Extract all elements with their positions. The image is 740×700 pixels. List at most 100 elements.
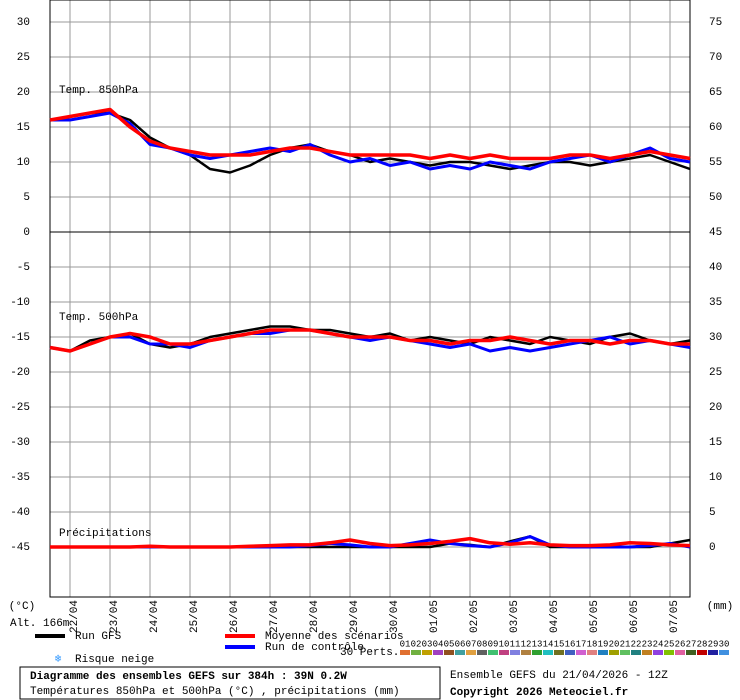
perturbation-label: 09 [488, 639, 499, 649]
perturbation-swatch [488, 650, 498, 655]
perturbation-label: 20 [609, 639, 620, 649]
perturbation-swatch [609, 650, 619, 655]
perturbation-label: 22 [631, 639, 642, 649]
left-unit: (°C) [9, 601, 35, 613]
y2-tick-label: 50 [709, 192, 722, 204]
perturbation-label: 23 [642, 639, 653, 649]
x-tick-label: 27/04 [269, 600, 281, 633]
y-tick-label: 25 [17, 52, 30, 64]
perturbation-label: 10 [499, 639, 510, 649]
perturbation-swatch [466, 650, 476, 655]
legend-label: Run de contrôle [265, 642, 364, 654]
y2-tick-label: 75 [709, 17, 722, 29]
y2-tick-label: 65 [709, 87, 722, 99]
y2-tick-label: 25 [709, 367, 722, 379]
y-tick-label: -35 [10, 472, 30, 484]
perturbation-swatch [675, 650, 685, 655]
perturbation-swatch [686, 650, 696, 655]
y-tick-label: 0 [23, 227, 30, 239]
perturbation-swatch [521, 650, 531, 655]
perturbation-label: 07 [466, 639, 477, 649]
x-tick-label: 28/04 [309, 600, 321, 633]
x-tick-label: 06/05 [629, 600, 641, 633]
perturbation-swatch [631, 650, 641, 655]
perturbation-swatch [543, 650, 553, 655]
y2-tick-label: 55 [709, 157, 722, 169]
y-tick-label: -25 [10, 402, 30, 414]
series-line [49, 107, 691, 161]
footer-box [19, 666, 441, 700]
perturbation-swatch [433, 650, 443, 655]
right-unit: (mm) [707, 601, 733, 613]
footer-run: Ensemble GEFS du 21/04/2026 - 12Z [450, 670, 668, 682]
y-tick-label: 15 [17, 122, 30, 134]
perturbation-label: 03 [422, 639, 433, 649]
perturbation-label: 05 [444, 639, 455, 649]
perturbation-swatch [642, 650, 652, 655]
perturbation-swatch [499, 650, 509, 655]
x-tick-label: 25/04 [189, 600, 201, 633]
perturbation-label: 24 [653, 639, 664, 649]
perturbation-swatch [444, 650, 454, 655]
plot-frame [49, 231, 691, 598]
y-tick-label: 30 [17, 17, 30, 29]
y2-tick-label: 15 [709, 437, 722, 449]
x-tick-label: 01/05 [429, 600, 441, 633]
perturbation-swatch [620, 650, 630, 655]
perturbation-swatch [554, 650, 564, 655]
y-tick-label: -30 [10, 437, 30, 449]
perturbations-label: 30 Perts. [340, 647, 399, 659]
legend-label: Moyenne des scénarios [265, 631, 404, 643]
perturbation-swatch [664, 650, 674, 655]
perturbation-swatch [598, 650, 608, 655]
perturbation-swatch [532, 650, 542, 655]
perturbation-swatch [708, 650, 718, 655]
perturbation-label: 06 [455, 639, 466, 649]
perturbation-swatch [411, 650, 421, 655]
y2-tick-label: 45 [709, 227, 722, 239]
perturbation-label: 21 [620, 639, 631, 649]
panel-label: Précipitations [59, 528, 151, 540]
x-tick-label: 24/04 [149, 600, 161, 633]
perturbation-label: 29 [708, 639, 719, 649]
perturbation-swatch [653, 650, 663, 655]
legend-label: Run GFS [75, 631, 122, 643]
x-tick-label: 30/04 [389, 600, 401, 633]
y2-tick-label: 5 [709, 507, 716, 519]
y-tick-label: -15 [10, 332, 30, 344]
footer-subtitle: Températures 850hPa et 500hPa (°C) , pré… [30, 686, 400, 698]
perturbation-swatch [510, 650, 520, 655]
perturbation-label: 11 [510, 639, 521, 649]
x-tick-label: 02/05 [469, 600, 481, 633]
panel-label: Temp. 500hPa [59, 312, 139, 324]
altitude: Alt. 166m [10, 618, 70, 630]
perturbation-label: 04 [433, 639, 444, 649]
perturbation-swatch [587, 650, 597, 655]
perturbation-label: 30 [719, 639, 730, 649]
x-tick-label: 05/05 [589, 600, 601, 633]
perturbation-swatch [576, 650, 586, 655]
y-tick-label: 20 [17, 87, 30, 99]
snow-risk: Risque neige [75, 654, 154, 666]
series-line [49, 328, 690, 353]
perturbation-label: 19 [598, 639, 609, 649]
y2-tick-label: 35 [709, 297, 722, 309]
series-line [49, 111, 691, 174]
y2-tick-label: 10 [709, 472, 722, 484]
perturbation-label: 17 [576, 639, 587, 649]
perturbation-label: 08 [477, 639, 488, 649]
x-tick-label: 23/04 [109, 600, 121, 633]
y2-tick-label: 70 [709, 52, 722, 64]
perturbation-label: 14 [543, 639, 554, 649]
y-tick-label: -20 [10, 367, 30, 379]
perturbation-label: 16 [565, 639, 576, 649]
perturbation-label: 13 [532, 639, 543, 649]
perturbation-swatch [477, 650, 487, 655]
y-tick-label: -40 [10, 507, 30, 519]
perturbation-label: 15 [554, 639, 565, 649]
y2-tick-label: 20 [709, 402, 722, 414]
perturbation-label: 28 [697, 639, 708, 649]
